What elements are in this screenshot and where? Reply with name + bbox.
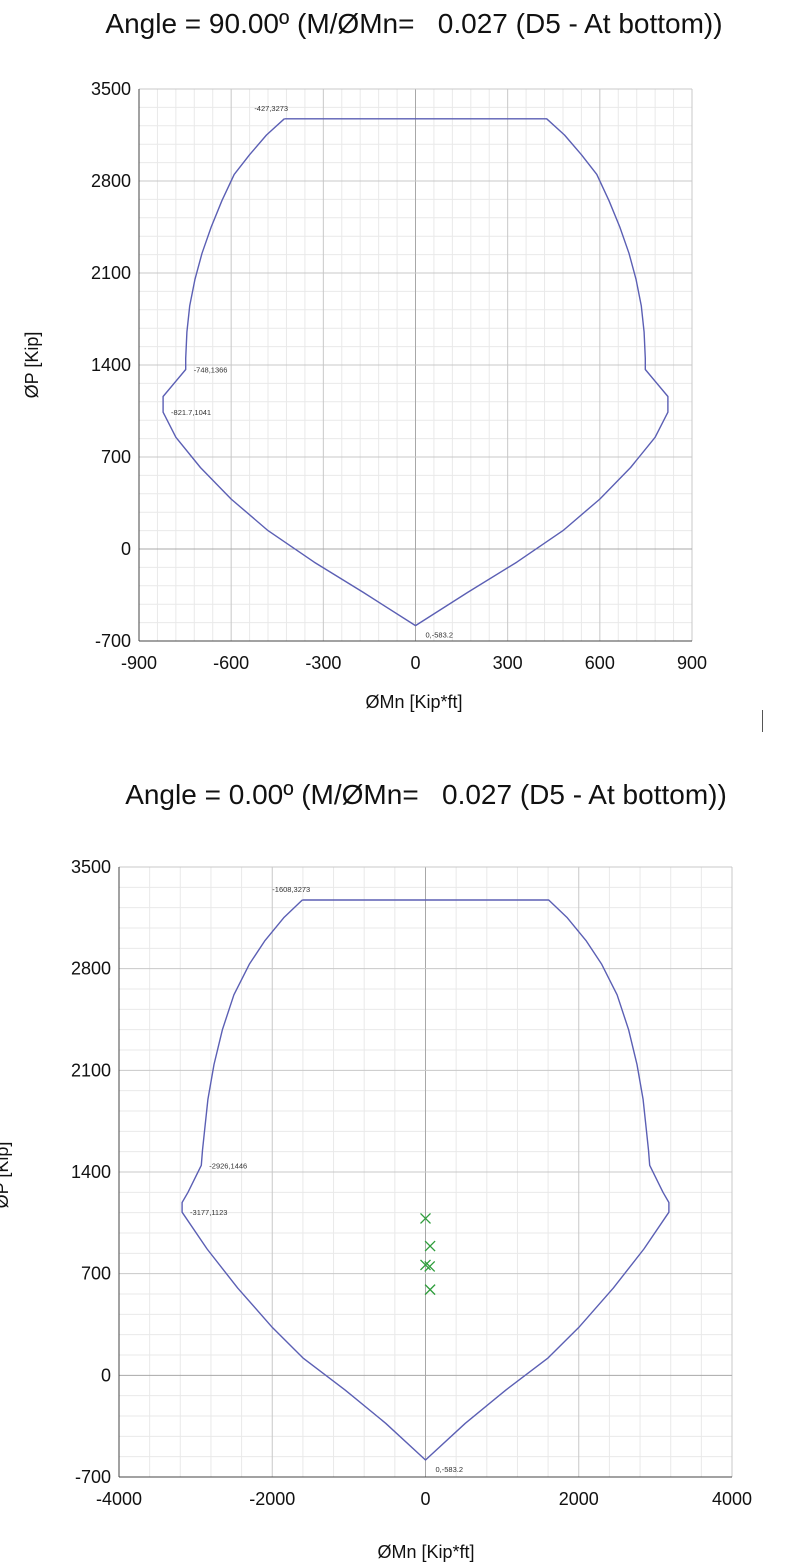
- x-tick-label: 300: [493, 653, 523, 673]
- y-tick-label: 700: [101, 447, 131, 467]
- grid: [118, 866, 733, 1478]
- x-tick-label: 900: [677, 653, 707, 673]
- y-axis-label: ØP [Kip]: [0, 1142, 12, 1209]
- interaction-curve: [181, 899, 670, 1461]
- y-tick-label: -700: [95, 631, 131, 651]
- chart-title: Angle = 0.00º (M/ØMn= 0.027 (D5 - At bot…: [125, 779, 727, 810]
- y-tick-label: 3500: [71, 857, 111, 877]
- x-tick-label: 4000: [712, 1489, 752, 1509]
- y-tick-label: 1400: [91, 355, 131, 375]
- annotation-label: -1608,3273: [272, 885, 310, 894]
- divider-line: [762, 710, 763, 732]
- annotation-label: 0,-583.2: [436, 1465, 464, 1474]
- y-tick-label: -700: [75, 1467, 111, 1487]
- tick-layer: -900 -600 -300 0 300 600 900 -700 0 700 1400 2100 28…: [91, 79, 707, 673]
- x-tick-label: 0: [410, 653, 420, 673]
- chart-angle-0: Angle = 0.00º (M/ØMn= 0.027 (D5 - At bot…: [0, 779, 752, 1562]
- x-tick-label: -900: [121, 653, 157, 673]
- interaction-curve: [162, 118, 669, 627]
- data-point-marker: [424, 1284, 436, 1296]
- y-tick-label: 2800: [71, 959, 111, 979]
- annotation-label: -748,1366: [194, 365, 228, 374]
- data-point-marker: [420, 1259, 431, 1271]
- annotation-label: -821.7,1041: [171, 408, 211, 417]
- y-tick-label: 1400: [71, 1162, 111, 1182]
- y-tick-label: 0: [101, 1365, 111, 1385]
- marker-stroke: [420, 1213, 431, 1224]
- x-tick-label: 600: [585, 653, 615, 673]
- x-tick-label: 2000: [559, 1489, 599, 1509]
- marker-stroke: [420, 1259, 431, 1271]
- y-tick-label: 700: [81, 1264, 111, 1284]
- y-tick-label: 3500: [91, 79, 131, 99]
- marker-stroke: [424, 1240, 436, 1252]
- chart-title: Angle = 90.00º (M/ØMn= 0.027 (D5 - At bo…: [105, 8, 722, 39]
- x-tick-label: -2000: [249, 1489, 295, 1509]
- y-tick-label: 2100: [91, 263, 131, 283]
- annotation-label: -427,3273: [254, 104, 288, 113]
- x-axis-label: ØMn [Kip*ft]: [377, 1542, 474, 1562]
- x-axis-label: ØMn [Kip*ft]: [365, 692, 462, 712]
- data-point-marker: [424, 1240, 436, 1252]
- data-point-marker: [424, 1260, 436, 1272]
- data-point-marker: [420, 1213, 431, 1224]
- marker-stroke: [424, 1260, 436, 1272]
- y-tick-label: 2800: [91, 171, 131, 191]
- annotation-layer: -427,3273 -748,1366 -821.7,1041 0,-583.2: [171, 104, 453, 640]
- annotation-label: -3177,1123: [190, 1208, 227, 1217]
- annotation-label: 0,-583.2: [426, 631, 454, 640]
- chart-angle-90: Angle = 90.00º (M/ØMn= 0.027 (D5 - At bo…: [22, 8, 723, 712]
- series-layer: [181, 899, 670, 1461]
- x-tick-label: -300: [305, 653, 341, 673]
- y-axis-label: ØP [Kip]: [22, 332, 42, 399]
- y-tick-label: 0: [121, 539, 131, 559]
- x-tick-label: 0: [420, 1489, 430, 1509]
- tick-layer: -4000 -2000 0 2000 4000 -700 0 700 1400 2100 2800 3…: [71, 857, 752, 1509]
- x-tick-label: -600: [213, 653, 249, 673]
- y-tick-label: 2100: [71, 1060, 111, 1080]
- annotation-label: -2926,1446: [209, 1161, 247, 1170]
- series-layer: [162, 118, 669, 627]
- annotation-layer: -1608,3273 -2926,1446 -3177,1123 0,-583.2: [190, 885, 463, 1474]
- marker-stroke: [424, 1284, 436, 1296]
- x-tick-label: -4000: [96, 1489, 142, 1509]
